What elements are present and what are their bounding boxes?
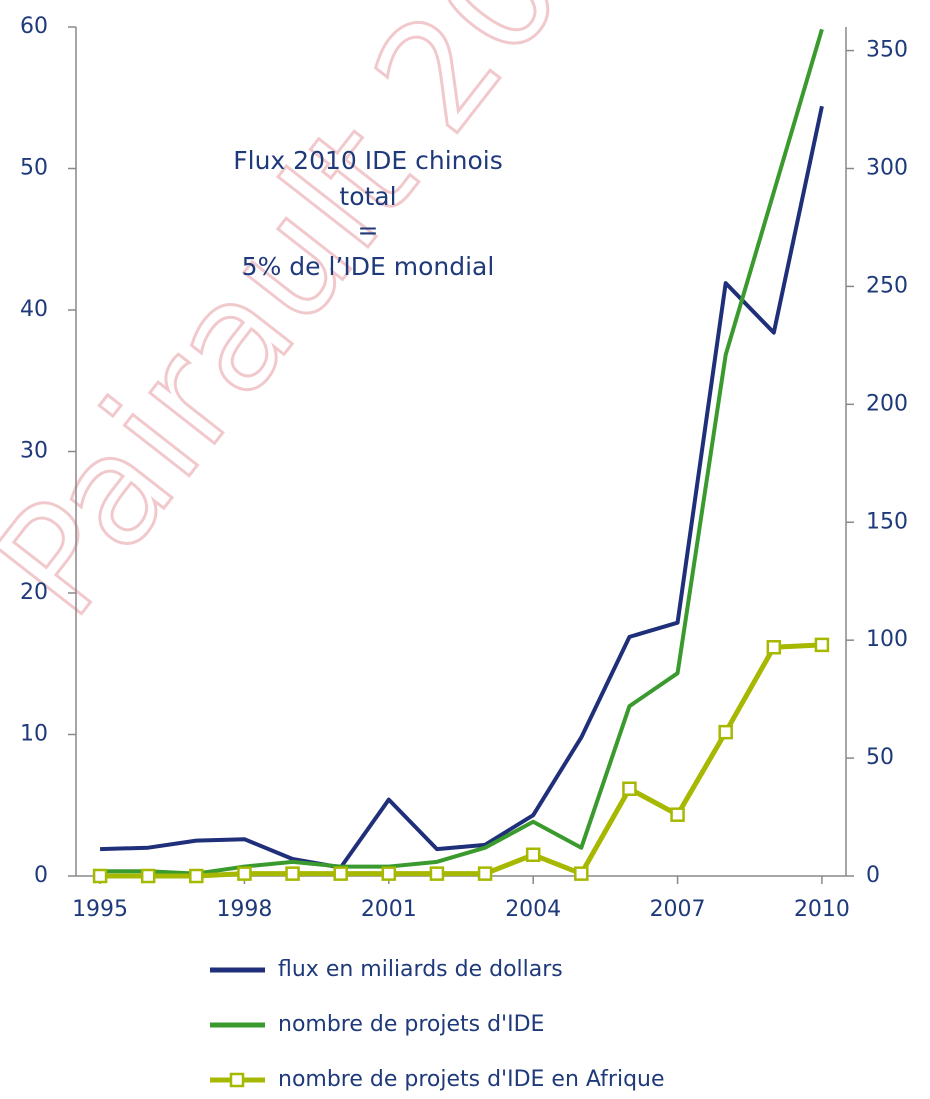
y-tick-label: 0	[34, 863, 48, 888]
annotation: =	[358, 216, 379, 245]
x-tick-label: 2010	[794, 897, 850, 922]
marker	[429, 866, 445, 881]
marker	[237, 866, 252, 881]
watermark: Pairault 20	[0, 0, 596, 647]
y2-tick-label: 200	[866, 391, 908, 416]
x-tick-label: 2004	[505, 897, 561, 922]
series-line	[100, 105, 824, 870]
marker	[285, 866, 300, 881]
marker	[333, 866, 348, 881]
annotation: total	[339, 182, 396, 211]
y-tick-label: 20	[20, 580, 48, 605]
legend-label: nombre de projets d'IDE	[278, 1012, 544, 1037]
marker	[189, 868, 204, 884]
marker	[477, 866, 493, 881]
y-tick-label: 60	[20, 14, 48, 39]
y2-tick-label: 350	[866, 38, 908, 63]
y2-tick-label: 0	[866, 863, 880, 888]
y-tick-label: 50	[20, 156, 48, 181]
y2-tick-label: 300	[866, 156, 908, 181]
y2-tick-label: 100	[866, 627, 908, 652]
marker	[381, 866, 397, 881]
x-tick-label: 2007	[650, 897, 706, 922]
legend-label: nombre de projets d'IDE en Afrique	[278, 1067, 665, 1092]
series-line	[100, 642, 823, 879]
x-tick-label: 2001	[361, 897, 417, 922]
marker	[140, 868, 156, 884]
x-tick-label: 1998	[216, 897, 272, 922]
legend-marker	[229, 1072, 245, 1088]
y2-tick-label: 150	[866, 509, 908, 534]
marker	[92, 868, 108, 884]
y-tick-label: 10	[20, 722, 48, 747]
annotation: Flux 2010 IDE chinois	[233, 146, 503, 175]
y2-tick-label: 50	[866, 745, 894, 770]
series-line	[100, 28, 824, 876]
y2-tick-label: 250	[866, 273, 908, 298]
x-tick-label: 1995	[72, 897, 128, 922]
marker	[525, 847, 541, 863]
marker	[574, 866, 589, 881]
marker	[766, 639, 782, 655]
annotation: 5% de l’IDE mondial	[242, 252, 495, 281]
marker	[670, 807, 685, 822]
marker	[718, 724, 733, 740]
marker	[814, 637, 830, 653]
y-tick-label: 40	[20, 297, 48, 322]
legend-label: flux en miliards de dollars	[278, 957, 563, 982]
y-tick-label: 30	[20, 439, 48, 464]
marker	[622, 781, 637, 796]
